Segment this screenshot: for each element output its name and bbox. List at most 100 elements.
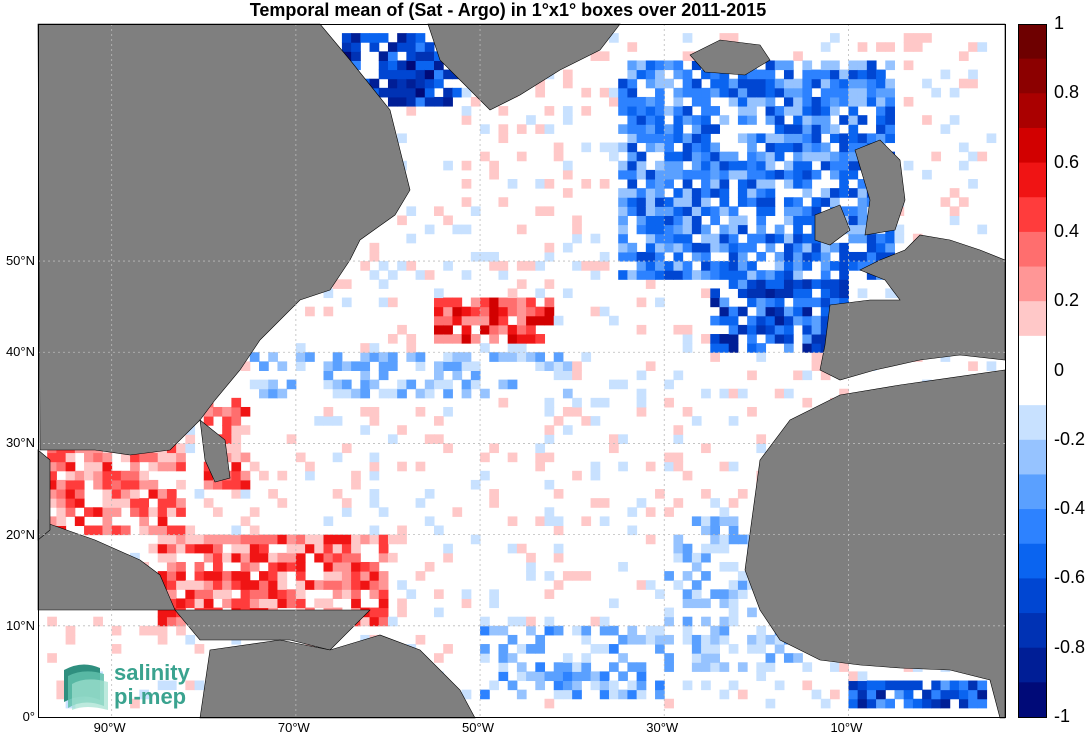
data-cell (111, 625, 122, 636)
data-cell (424, 516, 435, 527)
data-cell (341, 534, 352, 545)
data-cell (572, 662, 582, 672)
data-cell (544, 479, 555, 490)
data-cell (397, 42, 407, 52)
data-cell (535, 352, 546, 362)
data-cell (406, 261, 417, 271)
data-cell (535, 634, 546, 645)
data-cell (599, 179, 610, 189)
data-cell (682, 543, 693, 554)
data-cell (719, 616, 730, 627)
data-cell (783, 160, 794, 171)
data-cell (498, 644, 509, 654)
data-cell (940, 689, 951, 700)
data-cell (783, 279, 794, 289)
data-cell (535, 206, 546, 216)
data-cell (645, 169, 656, 180)
data-cell (535, 644, 546, 654)
data-cell (756, 288, 767, 299)
data-cell (691, 580, 702, 590)
data-cell (811, 206, 822, 216)
data-cell (157, 680, 168, 691)
data-cell (314, 534, 324, 545)
data-cell (922, 689, 932, 700)
data-cell (876, 689, 886, 700)
data-cell (710, 343, 721, 353)
data-cell (341, 507, 352, 517)
data-cell (783, 233, 794, 244)
data-cell (222, 443, 232, 454)
data-cell (728, 461, 739, 472)
data-cell (682, 115, 693, 125)
data-cell (562, 115, 573, 125)
data-cell (434, 315, 444, 326)
data-cell (747, 179, 757, 189)
data-cell (544, 452, 555, 463)
data-cell (783, 60, 794, 71)
data-cell (719, 589, 730, 599)
data-cell (406, 96, 417, 107)
data-cell (516, 315, 527, 326)
data-cell (728, 78, 739, 89)
data-cell (314, 552, 324, 563)
data-cell (231, 443, 242, 454)
data-cell (544, 625, 555, 636)
data-cell (194, 534, 205, 545)
data-cell (710, 233, 721, 244)
data-cell (286, 552, 297, 563)
data-cell (673, 370, 684, 381)
data-cell (572, 406, 582, 417)
data-cell (572, 215, 582, 226)
data-cell (277, 534, 288, 545)
colorbar-segment (1018, 335, 1046, 371)
data-cell (820, 270, 831, 280)
data-cell (747, 607, 757, 618)
lon-tick-label: 30°W (646, 720, 679, 735)
data-cell (719, 242, 730, 253)
data-cell (480, 388, 490, 399)
data-cell (360, 616, 371, 627)
data-cell (701, 616, 711, 627)
data-cell (820, 324, 831, 335)
data-cell (305, 470, 315, 481)
data-cell (811, 106, 822, 116)
data-cell (397, 324, 407, 335)
data-cell (222, 534, 232, 545)
data-cell (194, 580, 205, 590)
data-cell (719, 206, 730, 216)
data-cell (664, 233, 674, 244)
data-cell (774, 60, 785, 71)
data-cell (756, 87, 767, 98)
data-cell (387, 42, 398, 52)
data-cell (526, 352, 536, 362)
data-cell (406, 343, 417, 353)
data-cell (434, 324, 444, 335)
data-cell (387, 361, 398, 371)
data-cell (526, 561, 536, 572)
data-cell (811, 352, 822, 362)
data-cell (756, 662, 767, 672)
data-cell (249, 507, 260, 517)
data-cell (682, 616, 693, 627)
data-cell (655, 261, 665, 271)
data-cell (387, 96, 398, 107)
data-cell (544, 206, 555, 216)
data-cell (765, 334, 776, 344)
data-cell (93, 470, 103, 481)
data-cell (259, 470, 269, 481)
data-cell (56, 452, 67, 463)
data-cell (719, 270, 730, 280)
data-cell (691, 270, 702, 280)
data-cell (562, 571, 573, 581)
data-cell (949, 206, 960, 216)
data-cell (701, 251, 711, 262)
data-cell (424, 60, 435, 71)
data-cell (839, 388, 849, 399)
data-cell (176, 616, 186, 627)
data-cell (415, 461, 426, 472)
data-cell (811, 324, 822, 335)
data-cell (176, 561, 186, 572)
data-cell (940, 197, 951, 207)
data-cell (756, 270, 767, 280)
data-cell (516, 324, 527, 335)
